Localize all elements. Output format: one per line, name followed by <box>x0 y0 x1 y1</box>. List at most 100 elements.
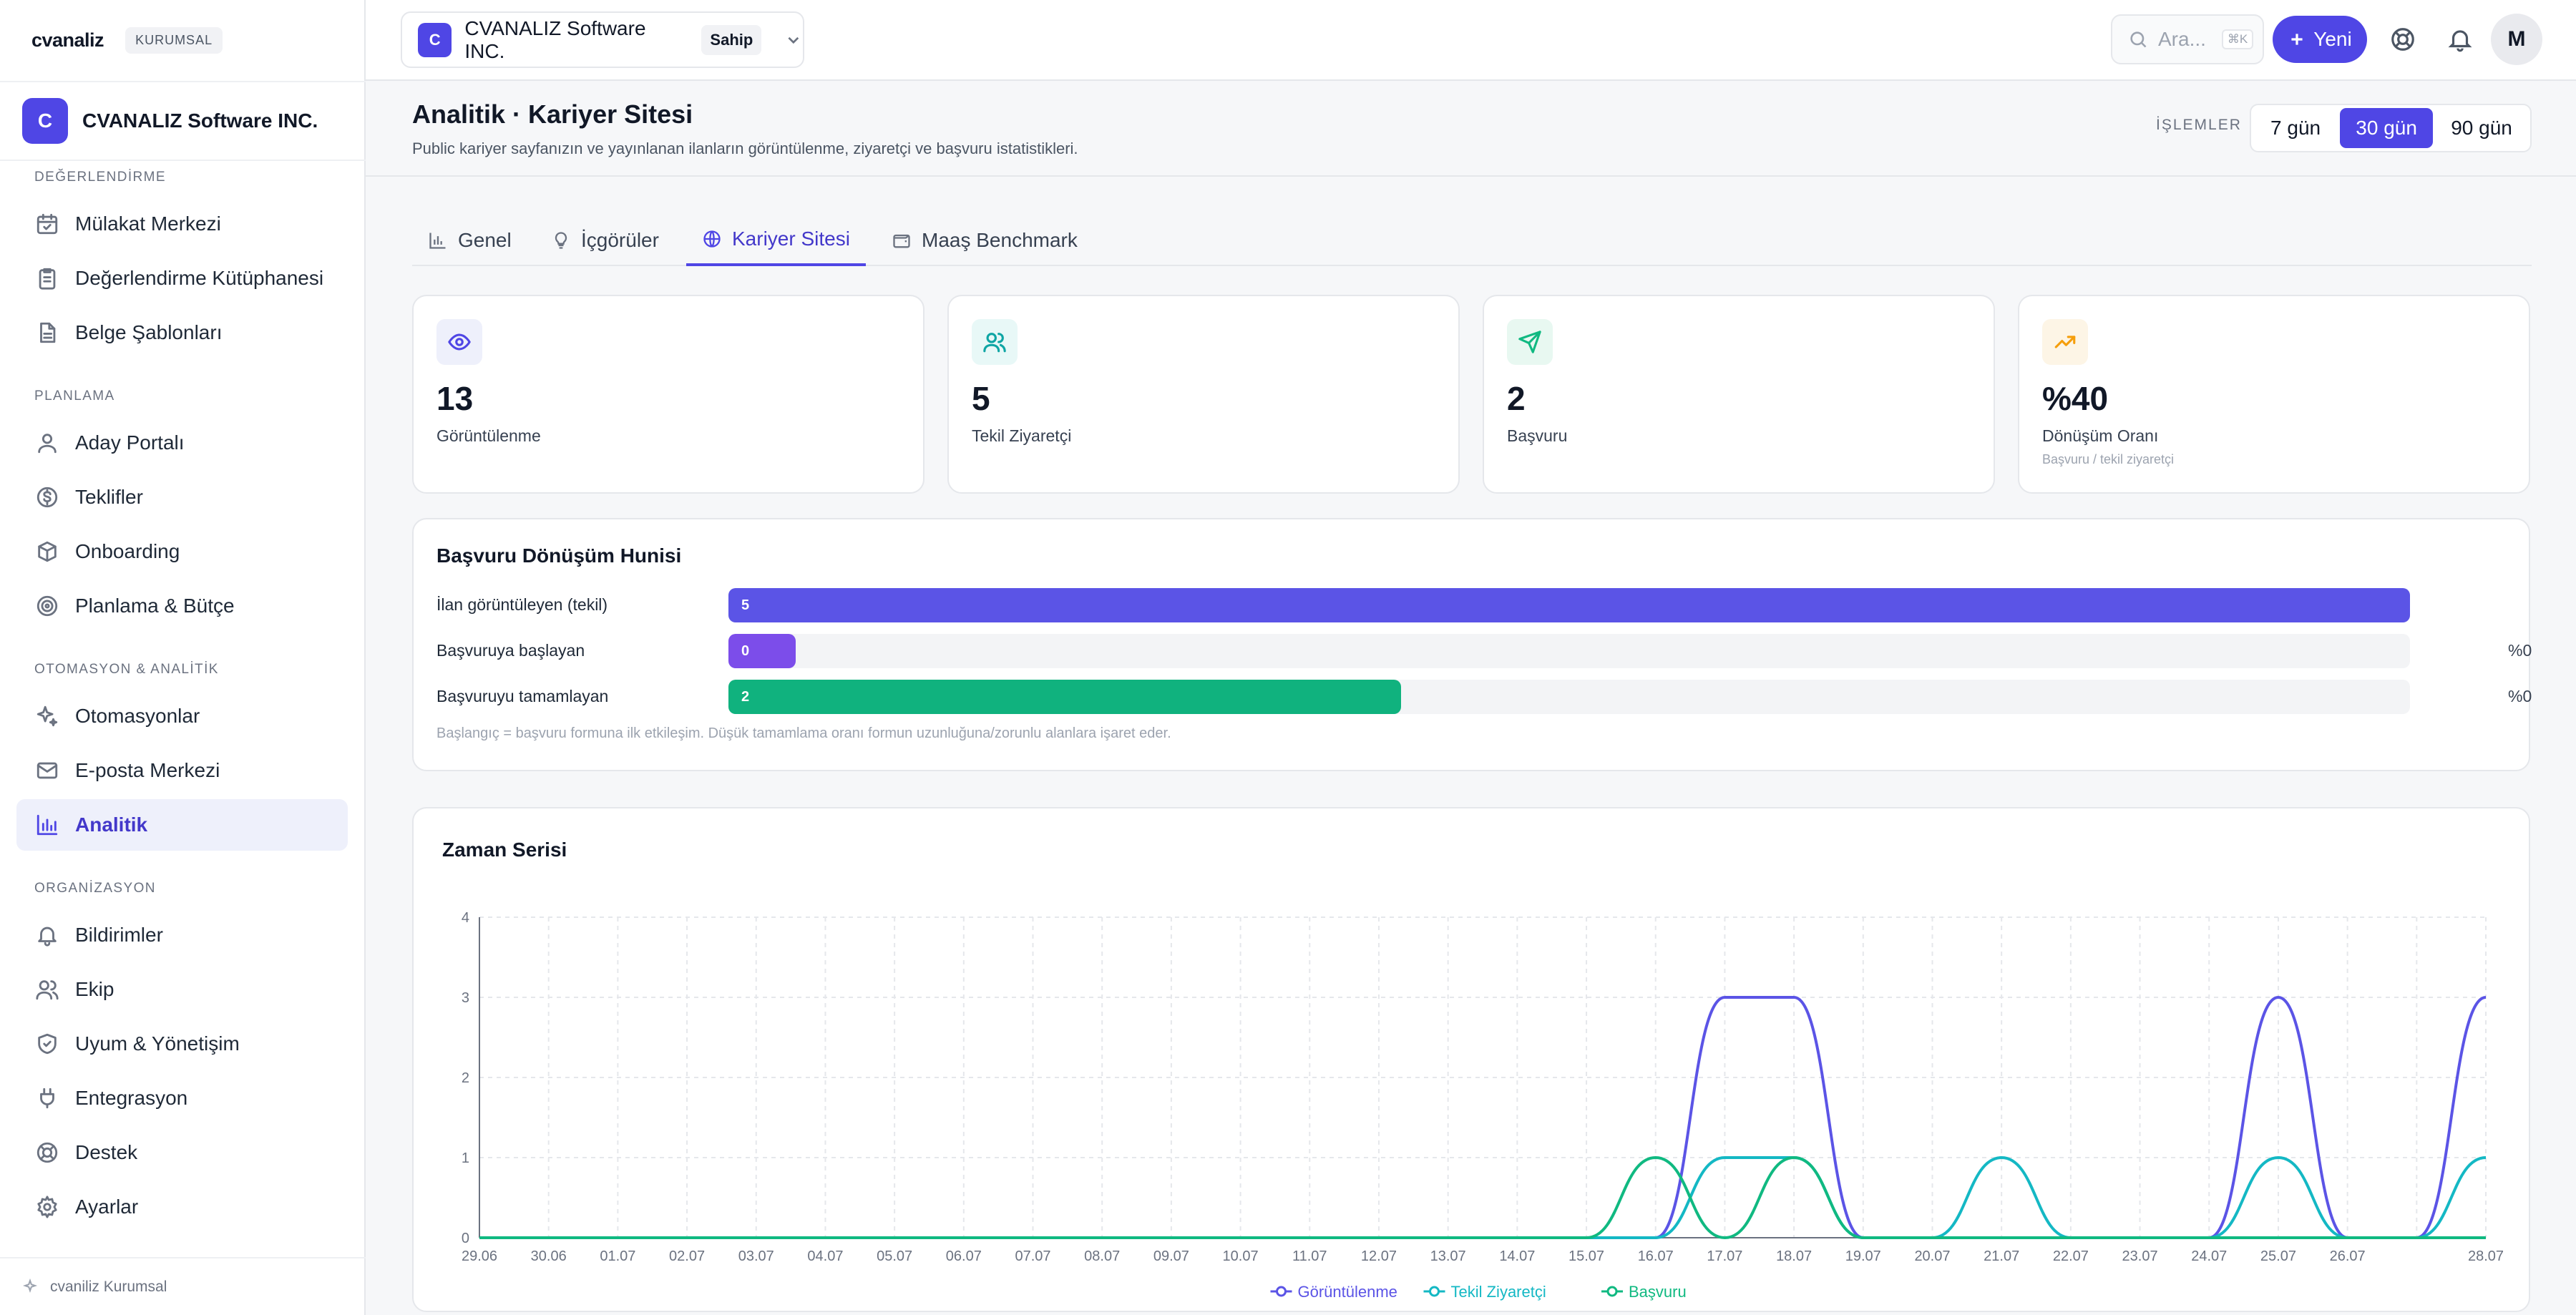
y-tick-label: 0 <box>462 1231 469 1246</box>
section-title-planlama: PLANLAMA <box>34 388 115 404</box>
user-avatar[interactable]: M <box>2491 14 2542 65</box>
x-tick-label: 16.07 <box>1638 1248 1674 1264</box>
brand-logo[interactable]: cvanaliz <box>31 29 104 51</box>
x-tick-label: 18.07 <box>1776 1248 1812 1264</box>
org-avatar: C <box>22 98 68 144</box>
sidebar: cvanaliz KURUMSAL C CVANALIZ Software IN… <box>0 0 366 1315</box>
sidebar-item-label: Uyum & Yönetişim <box>75 1032 240 1055</box>
x-tick-label: 22.07 <box>2053 1248 2089 1264</box>
x-tick-label: 30.06 <box>531 1248 567 1264</box>
sidebar-item-uyum-yonetisim[interactable]: Uyum & Yönetişim <box>16 1018 348 1070</box>
notifications-button[interactable] <box>2442 21 2478 57</box>
funnel-card: Başvuru Dönüşüm Hunisi İlan görüntüleyen… <box>412 518 2532 771</box>
x-tick-label: 11.07 <box>1292 1248 1327 1264</box>
role-badge: Sahip <box>701 24 762 55</box>
new-button[interactable]: Yeni <box>2273 16 2367 63</box>
sidebar-item-degerlendirme-kutuphanesi[interactable]: Değerlendirme Kütüphanesi <box>16 253 348 304</box>
stat-value: 2 <box>1507 380 1526 417</box>
series-line-Görüntülenme <box>479 995 2487 1239</box>
sidebar-item-destek[interactable]: Destek <box>16 1127 348 1178</box>
help-button[interactable] <box>2385 21 2421 57</box>
sidebar-item-planlama-butce[interactable]: Planlama & Bütçe <box>16 580 348 632</box>
range-option-90[interactable]: 90 gün <box>2451 117 2512 139</box>
tab-label: Kariyer Sitesi <box>732 228 850 250</box>
target-icon <box>36 595 58 617</box>
sidebar-item-label: Teklifler <box>75 486 143 508</box>
users-icon <box>36 980 59 1000</box>
sidebar-item-entegrasyon[interactable]: Entegrasyon <box>16 1072 348 1124</box>
document-icon <box>40 322 56 343</box>
section-title-otomasyon-analitik: OTOMASYON & ANALİTİK <box>34 662 219 677</box>
funnel-row-label: Başvuruyu tamamlayan <box>436 687 609 705</box>
sidebar-item-teklifler[interactable]: Teklifler <box>16 471 348 523</box>
search-input[interactable]: Ara... ⌘K <box>2111 14 2264 64</box>
top-bar: C CVANALIZ Software INC. Sahip Ara... ⌘K… <box>366 0 2576 81</box>
chart-title: Zaman Serisi <box>442 839 567 861</box>
wallet-icon <box>893 234 910 248</box>
x-tick-label: 19.07 <box>1845 1248 1881 1264</box>
tab-genel[interactable]: Genel <box>412 215 527 266</box>
plan-badge: KURUMSAL <box>125 27 223 54</box>
stat-label: Görüntülenme <box>436 426 541 445</box>
stat-label: Tekil Ziyaretçi <box>972 426 1072 445</box>
funnel-bar: 0 <box>728 634 796 668</box>
bell-icon <box>38 927 57 947</box>
range-option-30[interactable]: 30 gün <box>2340 108 2434 148</box>
sidebar-footer: cvaniliz Kurumsal <box>0 1257 366 1315</box>
sidebar-item-bildirimler[interactable]: Bildirimler <box>16 909 348 961</box>
range-option-7[interactable]: 7 gün <box>2270 117 2321 139</box>
sidebar-item-analitik[interactable]: Analitik <box>16 799 348 851</box>
sidebar-item-label: Onboarding <box>75 540 180 562</box>
new-button-label: Yeni <box>2313 28 2352 50</box>
eye-icon <box>448 333 471 351</box>
sidebar-item-onboarding[interactable]: Onboarding <box>16 526 348 577</box>
legend-label: Tekil Ziyaretçi <box>1451 1283 1546 1301</box>
sidebar-footer-label: cvaniliz Kurumsal <box>50 1278 167 1295</box>
stat-label: Dönüşüm Oranı <box>2042 426 2159 445</box>
bar-chart-icon <box>36 814 58 836</box>
x-tick-label: 10.07 <box>1223 1248 1259 1264</box>
sidebar-item-label: Destek <box>75 1141 138 1163</box>
x-tick-label: 08.07 <box>1084 1248 1120 1264</box>
stat-icon-box <box>972 319 1018 365</box>
y-tick-label: 3 <box>462 990 469 1006</box>
timeseries-chart: 0 1 2 3 4 29.06 30.06 01.07 02.07 03.07 04.07 05.07… <box>462 910 2504 1301</box>
tab-kariyer-sitesi[interactable]: Kariyer Sitesi <box>686 215 866 266</box>
stat-value: 5 <box>972 380 990 417</box>
sidebar-item-ekip[interactable]: Ekip <box>16 964 348 1015</box>
sidebar-item-ayarlar[interactable]: Ayarlar <box>16 1181 348 1233</box>
actions-label: İŞLEMLER <box>2156 117 2242 133</box>
x-tick-label: 20.07 <box>1914 1248 1950 1264</box>
search-placeholder: Ara... <box>2158 28 2206 50</box>
shield-icon <box>38 1033 57 1055</box>
y-tick-label: 4 <box>462 910 469 926</box>
search-shortcut: ⌘K <box>2221 29 2254 49</box>
sidebar-item-belge-sablonlari[interactable]: Belge Şablonları <box>16 307 348 358</box>
x-tick-label: 02.07 <box>669 1248 705 1264</box>
sidebar-item-otomasyonlar[interactable]: Otomasyonlar <box>16 690 348 742</box>
bell-icon <box>2448 30 2472 52</box>
sidebar-item-eposta-merkezi[interactable]: E-posta Merkezi <box>16 745 348 796</box>
tab-icgoruler[interactable]: İçgörüler <box>535 215 675 266</box>
org-name: CVANALIZ Software INC. <box>82 109 318 132</box>
tab-maas-benchmark[interactable]: Maaş Benchmark <box>876 215 1093 266</box>
sidebar-item-label: Bildirimler <box>75 924 163 946</box>
globe-icon <box>703 230 721 248</box>
x-tick-label: 06.07 <box>946 1248 982 1264</box>
funnel-title: Başvuru Dönüşüm Hunisi <box>436 544 682 567</box>
legend-marker <box>1606 1286 1618 1297</box>
sidebar-item-aday-portali[interactable]: Aday Portalı <box>16 417 348 469</box>
x-tick-label: 04.07 <box>807 1248 843 1264</box>
dollar-circle-icon <box>36 487 58 508</box>
org-switcher[interactable]: C CVANALIZ Software INC. Sahip <box>401 11 804 68</box>
org-row[interactable]: C CVANALIZ Software INC. <box>0 81 366 161</box>
stat-value: %40 <box>2042 380 2109 417</box>
funnel-bar: 2 <box>728 680 1401 714</box>
sidebar-item-label: Ekip <box>75 978 114 1000</box>
sidebar-item-label: Mülakat Merkezi <box>75 212 221 235</box>
x-tick-label: 28.07 <box>2468 1248 2504 1264</box>
x-tick-label: 07.07 <box>1015 1248 1050 1264</box>
section-title-degerlendirme: DEĞERLENDİRME <box>34 170 166 185</box>
sidebar-item-label: Planlama & Bütçe <box>75 595 235 617</box>
sidebar-item-mulakat-merkezi[interactable]: Mülakat Merkezi <box>16 198 348 250</box>
